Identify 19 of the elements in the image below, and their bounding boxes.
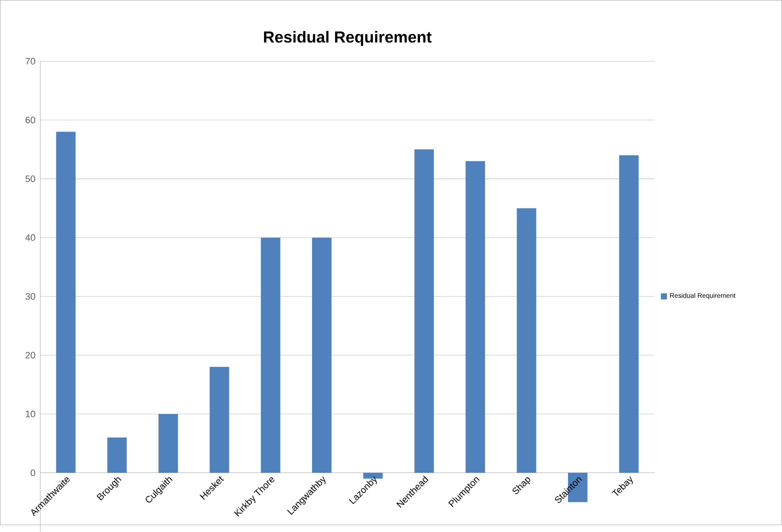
bar [414,149,434,473]
bar [312,238,332,473]
y-tick-label: 10 [26,410,36,418]
y-tick-label: 60 [26,116,36,124]
bar [210,367,230,473]
bar [260,238,280,473]
y-tick-label: 50 [26,176,36,182]
bar [619,155,639,473]
bar [56,132,76,473]
y-tick-label: 0 [30,470,36,476]
y-tick-label: 40 [25,234,36,241]
y-tick-label: 20 [26,352,36,359]
y-tick-label: 30 [26,293,36,300]
bar [158,414,178,473]
bar [107,438,127,473]
bar [466,161,486,473]
y-tick-label: 70 [26,58,36,65]
chart-title: Residual Requirement [264,31,432,46]
bar [516,208,536,473]
